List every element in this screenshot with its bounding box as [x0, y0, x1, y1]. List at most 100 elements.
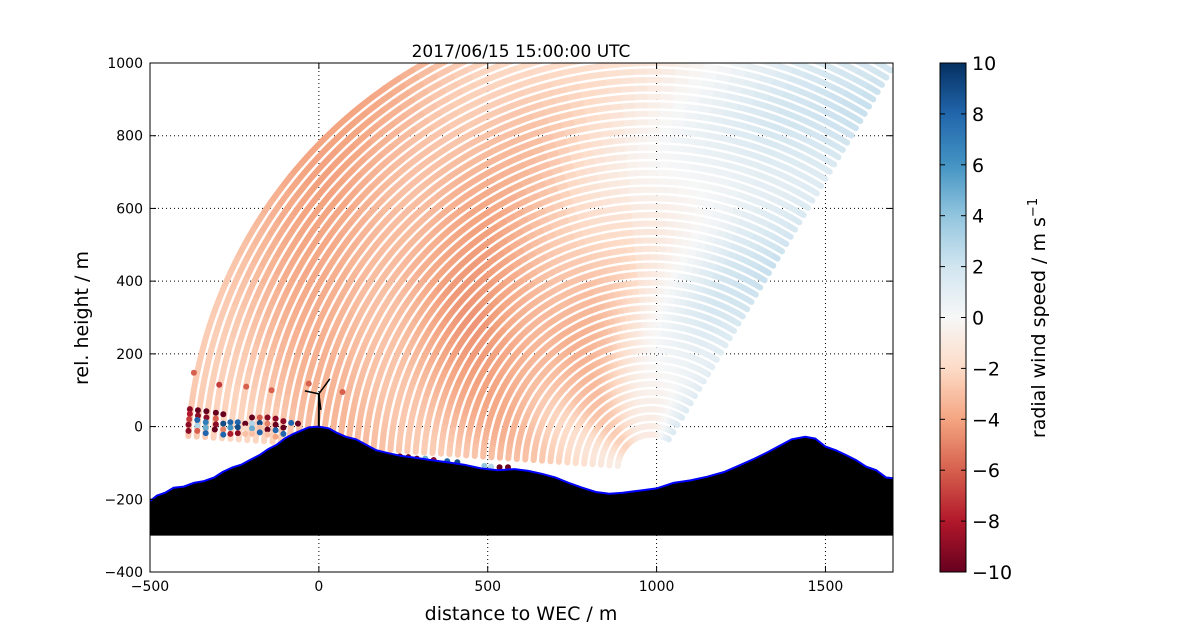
y-tick-label: −400 — [105, 565, 143, 581]
radar-gate-segment — [547, 13, 563, 16]
radar-gate-segment — [269, 432, 276, 445]
data-point — [220, 431, 227, 438]
radar-gate-segment — [583, 33, 598, 35]
radar-gate-segment — [580, 16, 596, 18]
radar-gate-segment — [566, 26, 581, 29]
radar-gate-segment — [628, 21, 644, 22]
y-tick-label: −200 — [105, 492, 143, 508]
data-point — [186, 406, 193, 413]
radar-gate-segment — [812, 63, 827, 68]
radar-gate-segment — [690, 31, 705, 33]
data-point — [256, 429, 263, 436]
radar-gate-segment — [659, 46, 674, 47]
radar-gate-segment — [500, 24, 516, 29]
radar-gate-segment — [704, 41, 719, 43]
radar-gate-segment — [871, 63, 880, 66]
x-tick-label: 500 — [474, 579, 501, 595]
data-point — [211, 426, 218, 433]
radar-gate-segment — [703, 49, 718, 51]
x-tick-label: 0 — [314, 579, 323, 595]
radar-gate-segment — [795, 53, 809, 58]
radar-gate-segment — [706, 24, 721, 26]
radar-gate-segment — [659, 29, 674, 30]
colorbar-label: radial wind speed / m s−1 — [1026, 198, 1050, 438]
data-point — [220, 426, 227, 433]
data-point — [242, 425, 249, 432]
colorbar-tick-label: 6 — [972, 155, 984, 177]
radar-gate-segment — [723, 18, 739, 21]
data-point — [227, 430, 234, 437]
data-point — [243, 383, 250, 390]
data-point — [264, 431, 271, 438]
radar-gate-segment — [565, 18, 581, 21]
radar-gate-segment — [659, 38, 674, 39]
radar-gate-segment — [551, 29, 566, 32]
radar-gate-segment — [503, 32, 518, 37]
data-point — [227, 419, 234, 426]
radar-gate-segment — [752, 32, 767, 36]
radar-gate-segment — [660, 4, 676, 5]
colorbar-tick-label: 2 — [972, 257, 984, 279]
turbine-blade — [318, 393, 322, 410]
radar-gate-segment — [611, 5, 627, 6]
x-tick-label: 1500 — [808, 579, 844, 595]
colorbar: 10 8 6 4 2 0 −2 −4 −6 −8 −10 radial wind speed / m… — [939, 53, 1050, 584]
data-point — [212, 415, 219, 422]
colorbar-label-superscript: −1 — [1026, 198, 1041, 217]
data-point — [185, 427, 192, 434]
radar-gate-segment — [767, 36, 782, 40]
data-point — [202, 424, 209, 431]
data-point — [194, 407, 201, 414]
radar-gate-segment — [691, 14, 707, 16]
radar-gate-segment — [732, 54, 746, 57]
data-point — [248, 430, 255, 437]
data-point — [256, 419, 263, 426]
radar-gate-segment — [782, 40, 797, 45]
data-point — [194, 427, 201, 434]
radar-gate-segment — [252, 430, 260, 444]
colorbar-label-text: radial wind speed / m s — [1028, 217, 1050, 438]
terrain-fill — [150, 426, 893, 536]
data-point — [190, 369, 197, 376]
radar-gate-segment — [873, 63, 893, 74]
data-point — [496, 464, 503, 471]
radar-gate-segment — [720, 35, 735, 38]
data-point — [242, 430, 249, 437]
radar-gate-segment — [737, 29, 752, 32]
radar-gate-segment — [756, 16, 772, 20]
radar-gate-segment — [740, 13, 756, 16]
radar-gate-segment — [770, 28, 785, 32]
radar-gate-segment — [659, 55, 674, 56]
axis-ticks: −500 0 500 1000 1500 −400 −200 0 200 400 600 800 100… — [105, 56, 893, 595]
radar-gate-segment — [727, 63, 748, 69]
data-point — [234, 424, 241, 431]
radar-gate-segment — [659, 21, 675, 22]
colorbar-tick-label: 10 — [972, 53, 996, 75]
data-point — [339, 389, 346, 396]
radar-gate-segment — [853, 63, 862, 66]
radar-gate-segment — [597, 23, 613, 25]
data-point — [186, 410, 193, 417]
radar-gate-segment — [800, 37, 815, 42]
data-point — [202, 430, 209, 437]
radar-gate-segment — [718, 51, 733, 54]
radar-gate-segment — [596, 14, 612, 16]
x-tick-label: −500 — [131, 579, 169, 595]
wind-turbine-icon — [304, 378, 331, 427]
radar-gate-segment — [688, 56, 702, 58]
radar-gate-segment — [815, 43, 830, 49]
radar-gate-segment — [516, 20, 532, 25]
colorbar-tick-label: 4 — [972, 206, 984, 228]
data-point — [220, 420, 227, 427]
data-point — [242, 420, 249, 427]
y-tick-label: 600 — [116, 201, 143, 217]
radar-gate-segment — [708, 8, 724, 10]
radar-gate-segment — [735, 37, 750, 40]
turbine-blade — [318, 378, 331, 395]
radar-gate-segment — [748, 49, 763, 53]
colorbar-tick-label: 8 — [972, 104, 984, 126]
plot-frame — [149, 62, 894, 573]
data-point — [202, 419, 209, 426]
radar-gate-segment — [780, 49, 795, 54]
radar-gate-segment — [613, 30, 628, 31]
